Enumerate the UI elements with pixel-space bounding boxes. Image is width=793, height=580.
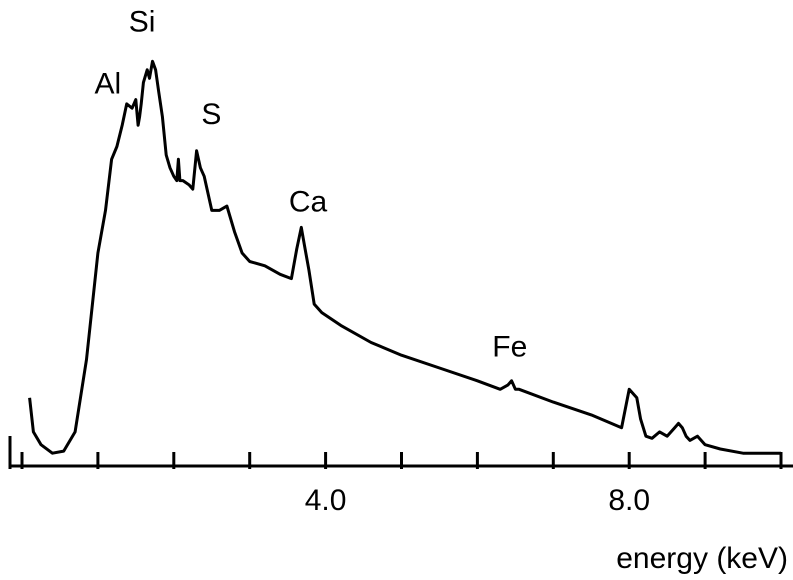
peak-label-al: Al <box>95 68 122 101</box>
x-axis-tick-labels: 4.0 8.0 <box>305 484 650 517</box>
x-axis-ticks <box>8 436 783 469</box>
peak-label-si: Si <box>129 5 156 38</box>
x-tick-label-0: 4.0 <box>305 484 347 517</box>
x-tick-label-1: 8.0 <box>608 484 650 517</box>
peak-label-s: S <box>201 98 221 131</box>
peak-label-ca: Ca <box>289 185 328 218</box>
spectrum-series-line <box>28 59 781 455</box>
x-axis-title: energy (keV) <box>616 542 788 575</box>
peak-label-fe: Fe <box>492 330 527 363</box>
